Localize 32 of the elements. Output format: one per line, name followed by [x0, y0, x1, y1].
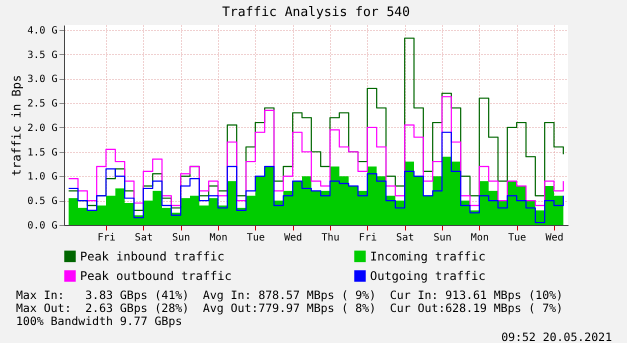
x-tick-label: Sun — [172, 232, 190, 244]
x-tick-label: Sat — [134, 232, 153, 244]
text: 100% Bandwidth 9.77 GBps — [16, 314, 184, 328]
x-tick-label: Fri — [358, 232, 377, 244]
y-tick-label: 2.5 G — [27, 98, 58, 110]
legend-label: Incoming traffic — [370, 249, 486, 264]
x-tick-label: Sun — [433, 232, 452, 244]
x-tick-label: Tue — [508, 232, 526, 244]
y-tick-label: 1.5 G — [27, 147, 58, 158]
legend-label: Outgoing traffic — [370, 269, 486, 283]
x-tick-label: Wed — [284, 232, 302, 244]
x-tick-label: Thu — [321, 232, 340, 244]
text: Max Out: 2.63 GBps (28%) Avg Out:779.97 MBps ( 8%) Cur Out:628.19 MBps ( 7%) — [16, 301, 564, 315]
legend-label: Peak inbound traffic — [80, 249, 224, 264]
y-tick-label: 1.0 G — [27, 172, 58, 183]
y-tick-label: 3.0 G — [27, 74, 58, 86]
y-tick-label: 3.5 G — [27, 50, 58, 61]
chart-title: Traffic Analysis for 540 — [222, 4, 410, 20]
y-tick-label: 2.0 G — [27, 122, 58, 134]
y-tick-label: 0.0 G — [27, 220, 58, 232]
x-tick-label: Tue — [246, 232, 265, 244]
x-tick-label: Sat — [396, 232, 414, 244]
text: 09:52 20.05.2021 — [500, 330, 612, 343]
x-tick-label: Mon — [209, 232, 228, 244]
x-tick-label: Wed — [545, 232, 564, 244]
y-tick-label: 0.5 G — [27, 196, 58, 208]
text: Max In: 3.83 GBps (41%) Avg In: 878.57 MBps ( 9%) Cur In: 913.61 MBps (10%) — [16, 288, 564, 302]
x-tick-label: Fri — [97, 232, 116, 244]
x-tick-label: Mon — [470, 232, 489, 244]
legend-label: Peak outbound traffic — [80, 269, 232, 283]
y-tick-label: 4.0 G — [27, 25, 58, 36]
y-axis-title: traffic in Bps — [9, 74, 24, 176]
